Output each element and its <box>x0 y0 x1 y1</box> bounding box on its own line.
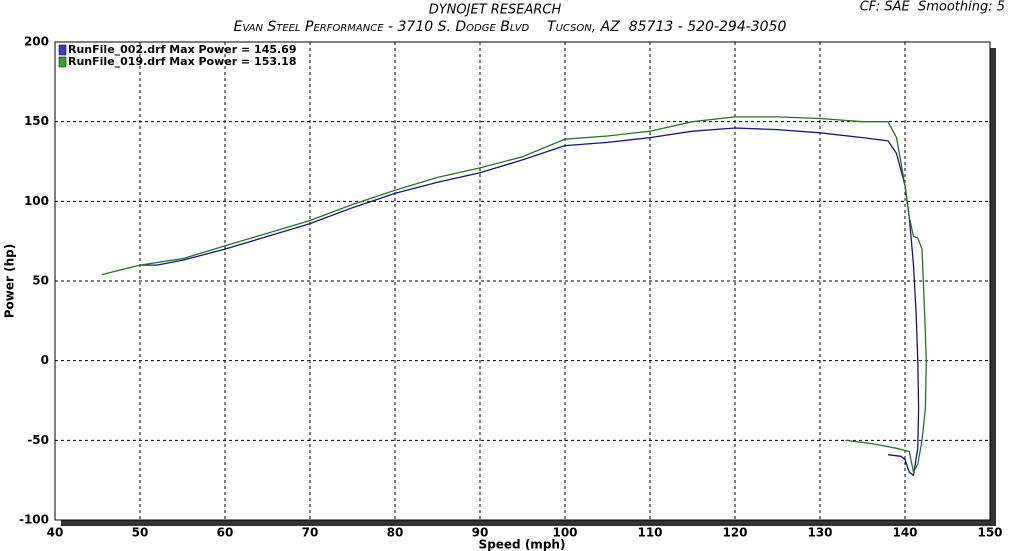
x-tick-label: 50 <box>132 526 149 540</box>
y-axis-label: Power (hp) <box>3 244 17 318</box>
y-tick-label: 200 <box>24 35 49 49</box>
y-tick-label: -50 <box>27 433 49 447</box>
power-line <box>101 116 927 475</box>
power-line <box>140 127 920 477</box>
y-tick-label: 100 <box>24 194 49 208</box>
x-tick-label: 40 <box>47 526 64 540</box>
legend-label: RunFile_002.drf Max Power = 145.69 <box>68 43 297 56</box>
chart-title: DYNOJET RESEARCH <box>429 3 562 18</box>
x-tick-label: 80 <box>387 526 404 540</box>
y-tick-label: 150 <box>24 114 49 128</box>
x-tick-label: 60 <box>217 526 234 540</box>
x-tick-label: 130 <box>807 526 832 540</box>
settings-note: CF: SAE Smoothing: 5 <box>860 0 1005 15</box>
x-tick-label: 100 <box>552 526 577 540</box>
y-tick-label: -100 <box>19 513 49 527</box>
y-tick-label: 50 <box>32 274 49 288</box>
legend-swatch <box>58 56 67 68</box>
x-axis-label: Speed (mph) <box>479 538 566 551</box>
x-tick-label: 110 <box>637 526 662 540</box>
x-tick-label: 70 <box>302 526 319 540</box>
x-tick-label: 150 <box>977 526 1002 540</box>
legend-swatch <box>58 44 67 56</box>
x-tick-label: 120 <box>722 526 747 540</box>
chart-subtitle: Evan Steel Performance - 3710 S. Dodge B… <box>234 19 787 35</box>
legend-label: RunFile_019.drf Max Power = 153.18 <box>68 55 297 68</box>
y-tick-label: 0 <box>41 353 49 367</box>
x-tick-label: 90 <box>472 526 489 540</box>
plot-area <box>54 41 991 521</box>
plot-border <box>54 41 991 521</box>
x-tick-label: 140 <box>892 526 917 540</box>
